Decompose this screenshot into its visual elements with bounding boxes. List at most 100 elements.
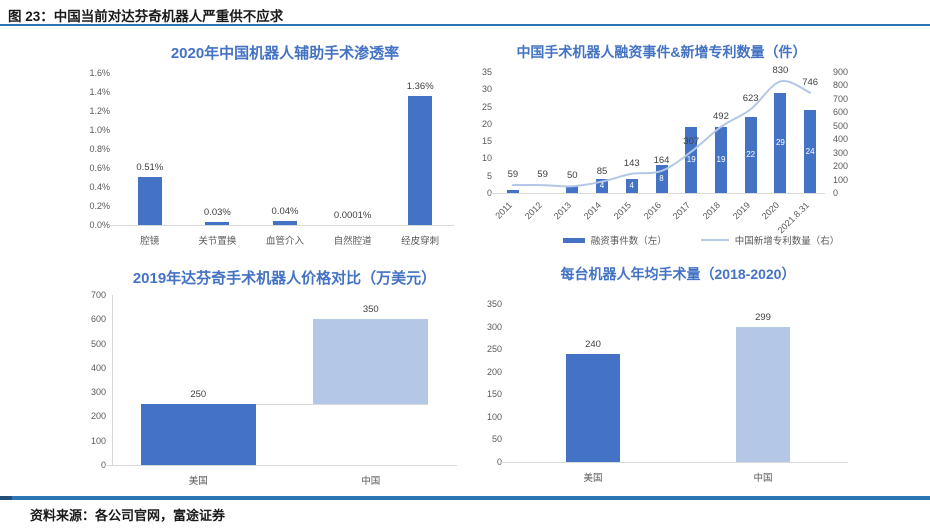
y-axis-tick: 10 [481,153,492,164]
x-axis-line [108,225,454,226]
y-axis-tick: 35 [481,67,492,77]
line-value-label: 830 [772,65,789,77]
bar [140,404,256,465]
line-value-label: 59 [507,169,519,181]
bar-value-label: 0.0001% [333,210,372,221]
source-note: 资料来源：各公司官网，富途证券 [30,505,225,524]
y-axis-tick: 350 [486,299,502,309]
figure-header: 图 23：中国当前对达芬奇机器人严重供不应求 [8,5,283,25]
bar-series-swatch-icon [562,237,585,243]
y-axis-tick: 0.2% [89,201,110,211]
chart-title: 每台机器人年均手术量（2018-2020） [560,266,796,282]
y-axis-tick: 1.2% [89,106,110,116]
y-axis-tick: 1.6% [89,68,110,78]
right-axis-tick: 800 [833,80,849,91]
right-axis-tick: 900 [833,67,849,77]
category-label: 腔镜 [140,236,160,247]
right-axis-tick: 400 [833,134,849,145]
y-axis-tick: 0.8% [89,144,110,154]
y-axis-tick: 20 [481,118,492,129]
y-axis-tick: 0 [66,459,106,471]
y-axis-tick: 200 [90,411,106,422]
chart-title: 2020年中国机器人辅助手术渗透率 [170,45,400,62]
chart-title: 中国手术机器人融资事件&新增专利数量（件） [516,44,807,60]
bar [714,127,727,193]
bar-value-label: 0.51% [136,162,164,173]
legend-label: 融资事件数（左） [590,236,667,247]
y-axis-tick: 15 [481,136,492,147]
bar-value-label: 8 [659,174,664,183]
bar [566,354,620,462]
line-value-label: 623 [742,93,759,105]
right-axis-tick: 0 [833,188,839,198]
x-axis-line [500,462,848,463]
right-axis-tick: 600 [833,107,849,118]
right-axis-tick: 100 [833,174,849,185]
y-axis-tick: 150 [486,389,502,400]
price-chart-plot: 700 600 500 400 300 200 100 0 250 350 美国 中国 [36,258,460,487]
y-axis-tick: 200 [486,366,502,377]
bar [205,222,230,225]
right-axis-tick: 200 [833,161,849,172]
line-value-label: 143 [623,157,640,169]
y-axis-tick: 500 [90,338,106,349]
x-axis-line [490,193,825,194]
bar-value-label: 4 [629,181,634,190]
bar [566,186,579,193]
bar [774,93,787,193]
line-value-label: 307 [683,135,700,147]
bar-value-label: 299 [755,312,771,323]
penetration-chart-plot: 1.6% 1.4% 1.2% 1.0% 0.8% 0.6% 0.4% 0.2% 0.0% 0.51… [36,36,460,248]
bar [313,319,429,404]
x-axis-line [104,465,457,466]
line-value-label: 746 [802,76,819,88]
chart-title: 2019年达芬奇手术机器人价格对比（万美元） [132,270,437,287]
surgeries-chart-plot: 350300250200150100500240299美国中国 [472,258,930,484]
bar [625,179,638,193]
bar [273,221,297,225]
y-axis-tick: 5 [486,170,492,181]
waterfall-connector [255,404,429,405]
bar [744,117,757,193]
y-axis-tick: 600 [90,314,106,325]
bar-value-label: 19 [716,155,726,164]
y-axis-tick: 100 [486,411,502,422]
chart-davinci-price-comparison: 2019年达芬奇手术机器人价格对比（万美元） 700 600 500 400 300 20… [36,258,460,487]
bar-value-label: 19 [686,155,696,164]
bar-value-label: 350 [362,304,379,315]
source-text: 资料来源：各公司官网，富途证券 [30,508,226,523]
y-axis-tick: 1.4% [89,87,110,97]
category-label: 美国 [188,476,208,487]
category-label: 中国 [753,473,773,484]
bar-value-label: 0.04% [271,206,299,217]
footer-rule-cap [0,496,12,500]
line-value-label: 492 [713,110,729,122]
y-axis-tick: 300 [90,387,106,398]
chart-financing-patents: 中国手术机器人融资事件&新增专利数量（件） 353025201510509008… [472,36,930,258]
y-axis-line [112,295,113,465]
right-axis-tick: 700 [833,93,849,104]
y-axis-tick: 30 [481,84,492,95]
category-label: 关节置换 [198,236,237,247]
bar-value-label: 22 [746,150,756,159]
chart-legend: 融资事件数（左） 中国新增专利数量（右） [472,233,930,247]
line-value-label: 59 [537,169,548,181]
financing-chart-plot: 3530252015105090080070060050040030020010… [472,36,930,258]
bar [137,177,162,225]
bar-value-label: 24 [805,146,815,156]
category-label: 经皮穿刺 [401,236,440,247]
line-value-label: 164 [653,154,670,166]
legend-label: 中国新增专利数量（右） [734,236,840,247]
chart-penetration-2020: 2020年中国机器人辅助手术渗透率 1.6% 1.4% 1.2% 1.0% 0.8% 0.… [36,36,460,248]
bar-value-label: 250 [190,389,207,400]
category-label: 中国 [361,476,381,487]
y-axis-tick: 100 [90,435,106,446]
bar [408,96,433,225]
category-label: 自然腔道 [333,236,372,247]
line-value-label: 85 [596,165,608,177]
bar-value-label: 29 [775,138,785,147]
y-axis-tick: 300 [486,321,502,332]
bar-value-label: 4 [599,181,605,190]
right-axis-tick: 500 [833,120,849,131]
bar [736,327,790,462]
